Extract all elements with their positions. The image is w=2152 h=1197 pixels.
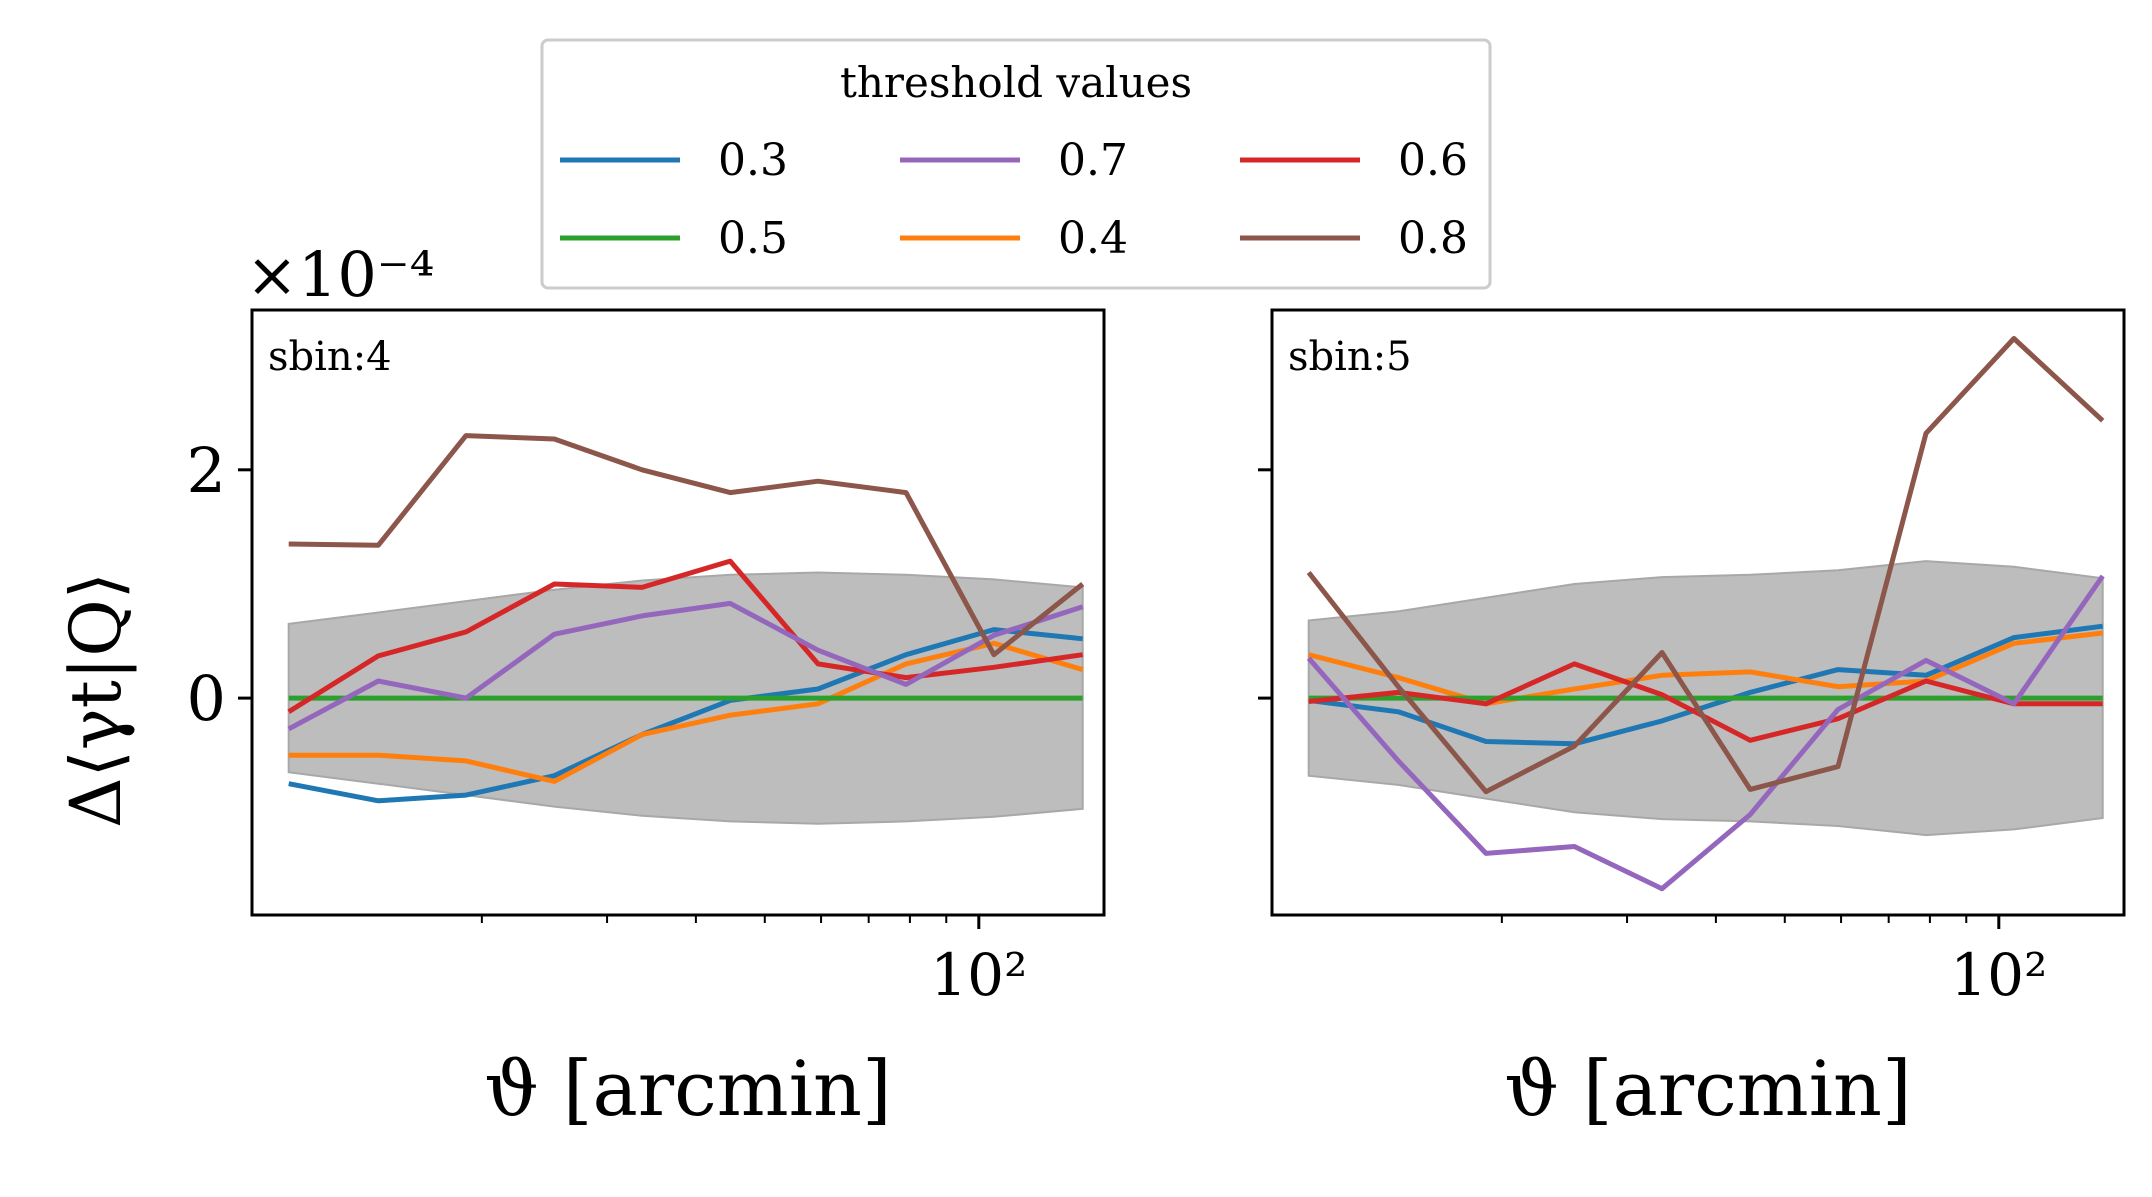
series-line-0.8 — [1306, 336, 2105, 795]
y-axis-label: Δ⟨γt|Q⟩ — [55, 572, 137, 828]
legend-entry: 0.6 — [1240, 135, 1468, 186]
axes-frame — [1270, 308, 2126, 917]
legend: threshold values 0.3 0.5 0.7 0.4 0.6 0.8 — [540, 38, 1492, 290]
axes-frame — [250, 308, 1106, 917]
series-line-0.3 — [288, 627, 1083, 804]
y-tick-label: 0 — [187, 662, 226, 735]
series-line-0.8 — [288, 433, 1085, 658]
legend-label: 0.3 — [718, 135, 788, 186]
x-axis-label: ϑ [arcmin] — [484, 1044, 891, 1133]
x-tick-label: 10² — [1950, 941, 2047, 1009]
series-line-0.4 — [288, 640, 1084, 784]
legend-entry: 0.5 — [560, 213, 788, 264]
panel-label: sbin:5 — [1288, 334, 1412, 380]
x-axis-label: ϑ [arcmin] — [1504, 1044, 1911, 1133]
legend-label: 0.6 — [1398, 135, 1468, 186]
series-line-0.7 — [287, 600, 1084, 732]
panel-sbin-4: sbin:4 0 2 10² ϑ [arcmin] — [187, 308, 1106, 1133]
series-line-0.4 — [1308, 630, 2103, 707]
plot-area — [287, 433, 1085, 825]
series-line-0.6 — [287, 558, 1084, 714]
legend-label: 0.7 — [1058, 135, 1128, 186]
legend-entry: 0.7 — [900, 135, 1128, 186]
series-line-0.7 — [1306, 574, 2105, 892]
series-line-0.3 — [1308, 623, 2104, 747]
panel-sbin-5: sbin:5 10² ϑ [arcmin] — [1258, 308, 2126, 1133]
panel-label: sbin:4 — [268, 334, 392, 380]
legend-title: threshold values — [840, 58, 1192, 107]
plot-area — [1306, 336, 2105, 892]
legend-label: 0.8 — [1398, 213, 1468, 264]
legend-frame — [540, 38, 1492, 290]
legend-label: 0.5 — [718, 213, 788, 264]
x-tick-label: 10² — [930, 941, 1027, 1009]
y-axis-offset-text: ×10⁻⁴ — [246, 238, 434, 311]
legend-label: 0.4 — [1058, 213, 1128, 264]
legend-entry: 0.3 — [560, 135, 788, 186]
legend-entry: 0.8 — [1240, 213, 1468, 264]
legend-entry: 0.4 — [900, 213, 1128, 264]
y-tick-label: 2 — [187, 434, 226, 507]
